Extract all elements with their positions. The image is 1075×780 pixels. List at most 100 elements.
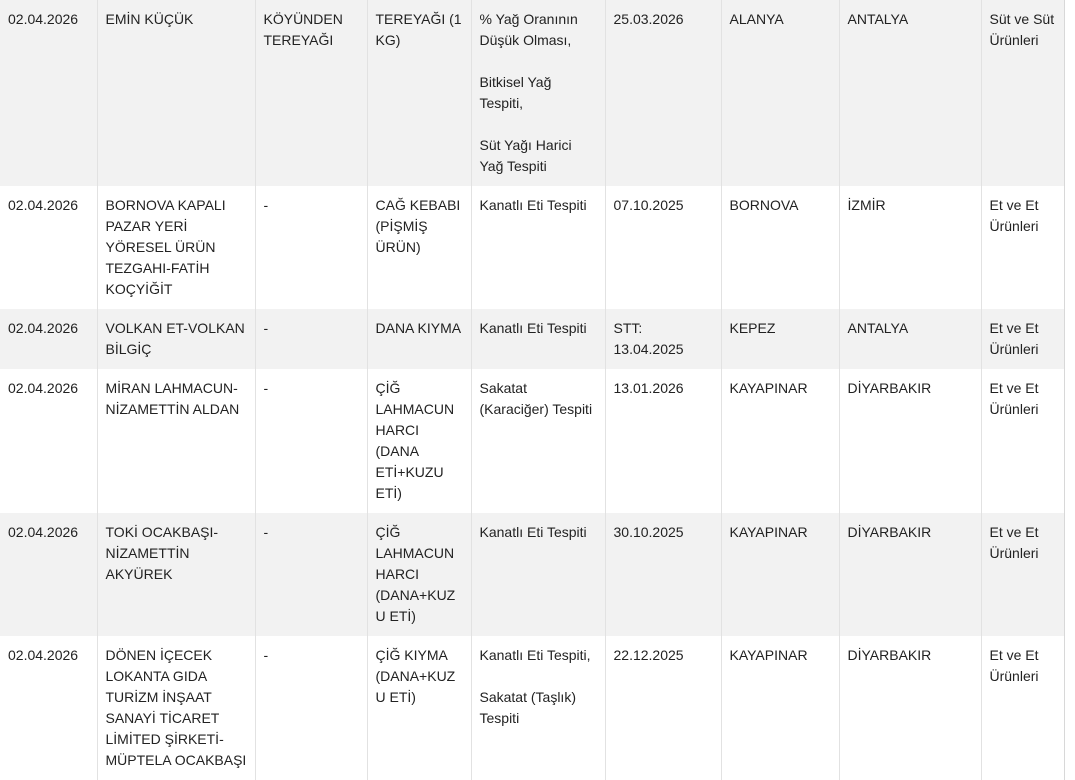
findings-cell: Sakatat (Karaciğer) Tespiti <box>471 369 606 513</box>
company-cell: MİRAN LAHMACUN-NİZAMETTİN ALDAN <box>97 369 256 513</box>
category-cell: Et ve Et Ürünleri <box>981 636 1065 780</box>
product-text: ÇİĞ KIYMA (DANA+KUZU ETİ) <box>375 647 456 705</box>
province-text: ANTALYA <box>847 320 909 336</box>
brand-cell: - <box>255 369 368 513</box>
batch-cell: 22.12.2025 <box>605 636 722 780</box>
batch-cell: 07.10.2025 <box>605 186 722 309</box>
batch-text: 30.10.2025 <box>613 524 684 540</box>
company-text: EMİN KÜÇÜK <box>105 11 194 27</box>
date-cell: 02.04.2026 <box>0 0 98 186</box>
table-row: 02.04.2026 MİRAN LAHMACUN-NİZAMETTİN ALDA… <box>0 369 1065 513</box>
batch-text: 07.10.2025 <box>613 197 684 213</box>
province-cell: İZMİR <box>839 186 982 309</box>
table-row: 02.04.2026 VOLKAN ET-VOLKAN BİLGİÇ - DANA K… <box>0 309 1065 369</box>
table-row: 02.04.2026 DÖNEN İÇECEK LOKANTA GIDA TURİ… <box>0 636 1065 780</box>
company-cell: DÖNEN İÇECEK LOKANTA GIDA TURİZM İNŞAAT … <box>97 636 256 780</box>
table-row: 02.04.2026 BORNOVA KAPALI PAZAR YERİ YÖRE… <box>0 186 1065 309</box>
finding-text: % Yağ Oranının Düşük Olması, <box>479 11 578 48</box>
province-cell: DİYARBAKIR <box>839 369 982 513</box>
province-text: DİYARBAKIR <box>847 380 932 396</box>
district-cell: KAYAPINAR <box>721 369 840 513</box>
finding-text: Kanatlı Eti Tespiti <box>479 524 587 540</box>
brand-cell: - <box>255 309 368 369</box>
district-text: ALANYA <box>729 11 784 27</box>
brand-cell: - <box>255 186 368 309</box>
finding-text: Kanatlı Eti Tespiti <box>479 320 587 336</box>
province-cell: ANTALYA <box>839 309 982 369</box>
category-cell: Et ve Et Ürünleri <box>981 186 1065 309</box>
batch-cell: 13.01.2026 <box>605 369 722 513</box>
product-text: ÇİĞ LAHMACUN HARCI (DANA ETİ+KUZU ETİ) <box>375 380 455 501</box>
district-text: KEPEZ <box>729 320 776 336</box>
findings-cell: Kanatlı Eti Tespiti <box>471 186 606 309</box>
company-text: TOKİ OCAKBAŞI-NİZAMETTİN AKYÜREK <box>105 524 219 582</box>
brand-text: - <box>263 647 269 663</box>
batch-text: 22.12.2025 <box>613 647 684 663</box>
district-cell: KAYAPINAR <box>721 636 840 780</box>
finding-text: Sakatat (Taşlık) Tespiti <box>479 689 576 726</box>
district-cell: BORNOVA <box>721 186 840 309</box>
date-text: 02.04.2026 <box>8 647 79 663</box>
product-text: CAĞ KEBABI (PİŞMİŞ ÜRÜN) <box>375 197 461 255</box>
finding-text: Sakatat (Karaciğer) Tespiti <box>479 380 593 417</box>
batch-text: 25.03.2026 <box>613 11 684 27</box>
company-cell: EMİN KÜÇÜK <box>97 0 256 186</box>
company-text: VOLKAN ET-VOLKAN BİLGİÇ <box>105 320 245 357</box>
date-cell: 02.04.2026 <box>0 513 98 636</box>
brand-text: KÖYÜNDEN TEREYAĞI <box>263 11 343 48</box>
date-text: 02.04.2026 <box>8 524 79 540</box>
date-text: 02.04.2026 <box>8 380 79 396</box>
product-cell: ÇİĞ KIYMA (DANA+KUZU ETİ) <box>367 636 472 780</box>
date-cell: 02.04.2026 <box>0 186 98 309</box>
brand-text: - <box>263 380 269 396</box>
date-text: 02.04.2026 <box>8 11 79 27</box>
company-text: DÖNEN İÇECEK LOKANTA GIDA TURİZM İNŞAAT … <box>105 647 247 768</box>
category-text: Et ve Et Ürünleri <box>989 647 1039 684</box>
product-cell: CAĞ KEBABI (PİŞMİŞ ÜRÜN) <box>367 186 472 309</box>
findings-cell: % Yağ Oranının Düşük Olması, Bitkisel Yağ… <box>471 0 606 186</box>
product-cell: TEREYAĞI (1 KG) <box>367 0 472 186</box>
batch-text: STT: 13.04.2025 <box>613 320 684 357</box>
company-cell: TOKİ OCAKBAŞI-NİZAMETTİN AKYÜREK <box>97 513 256 636</box>
date-text: 02.04.2026 <box>8 197 79 213</box>
product-cell: DANA KIYMA <box>367 309 472 369</box>
batch-cell: STT: 13.04.2025 <box>605 309 722 369</box>
category-text: Süt ve Süt Ürünleri <box>989 11 1055 48</box>
district-text: KAYAPINAR <box>729 647 808 663</box>
batch-cell: 25.03.2026 <box>605 0 722 186</box>
brand-text: - <box>263 524 269 540</box>
category-text: Et ve Et Ürünleri <box>989 524 1039 561</box>
category-cell: Süt ve Süt Ürünleri <box>981 0 1065 186</box>
category-cell: Et ve Et Ürünleri <box>981 513 1065 636</box>
company-cell: BORNOVA KAPALI PAZAR YERİ YÖRESEL ÜRÜN T… <box>97 186 256 309</box>
date-cell: 02.04.2026 <box>0 369 98 513</box>
province-cell: ANTALYA <box>839 0 982 186</box>
district-text: BORNOVA <box>729 197 799 213</box>
category-cell: Et ve Et Ürünleri <box>981 309 1065 369</box>
finding-text: Kanatlı Eti Tespiti, <box>479 647 591 663</box>
table-row: 02.04.2026 TOKİ OCAKBAŞI-NİZAMETTİN AKYÜR… <box>0 513 1065 636</box>
company-text: MİRAN LAHMACUN-NİZAMETTİN ALDAN <box>105 380 240 417</box>
brand-cell: KÖYÜNDEN TEREYAĞI <box>255 0 368 186</box>
brand-text: - <box>263 197 269 213</box>
district-cell: KAYAPINAR <box>721 513 840 636</box>
province-text: İZMİR <box>847 197 886 213</box>
province-text: DİYARBAKIR <box>847 647 932 663</box>
brand-cell: - <box>255 513 368 636</box>
province-cell: DİYARBAKIR <box>839 636 982 780</box>
category-text: Et ve Et Ürünleri <box>989 380 1039 417</box>
date-cell: 02.04.2026 <box>0 309 98 369</box>
province-text: DİYARBAKIR <box>847 524 932 540</box>
category-cell: Et ve Et Ürünleri <box>981 369 1065 513</box>
product-text: ÇİĞ LAHMACUN HARCI (DANA+KUZU ETİ) <box>375 524 456 624</box>
finding-text: Bitkisel Yağ Tespiti, <box>479 74 552 111</box>
category-text: Et ve Et Ürünleri <box>989 197 1039 234</box>
province-text: ANTALYA <box>847 11 909 27</box>
company-text: BORNOVA KAPALI PAZAR YERİ YÖRESEL ÜRÜN T… <box>105 197 226 297</box>
findings-cell: Kanatlı Eti Tespiti, Sakatat (Taşlık) Tes… <box>471 636 606 780</box>
product-text: TEREYAĞI (1 KG) <box>375 11 462 48</box>
batch-text: 13.01.2026 <box>613 380 684 396</box>
date-cell: 02.04.2026 <box>0 636 98 780</box>
product-cell: ÇİĞ LAHMACUN HARCI (DANA ETİ+KUZU ETİ) <box>367 369 472 513</box>
